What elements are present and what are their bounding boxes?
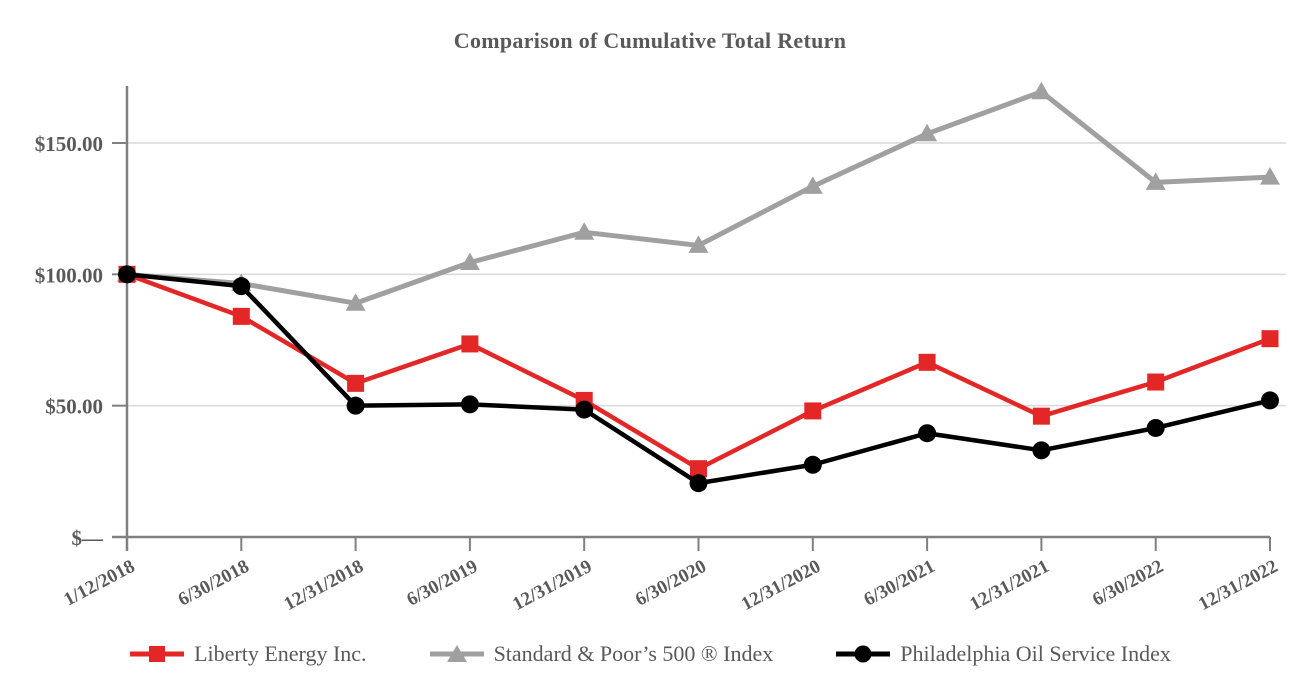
data-point-marker [1146,418,1165,437]
plot-area: $— $50.00 $100.00 $150.00 1/12/2018 6/30/2018… [35,81,1286,615]
data-point-marker [802,176,823,194]
data-point-marker [1260,167,1280,185]
data-point-marker [1145,172,1166,190]
data-point-marker [690,460,707,478]
data-point-marker [574,222,595,240]
data-point-marker [459,252,480,271]
data-point-marker [118,265,136,284]
chart-title: Comparison of Cumulative Total Return [453,28,847,53]
data-point-marker [232,277,251,296]
x-axis-label: 6/30/2019 [403,556,481,611]
legend-label: Philadelphia Oil Service Index [900,641,1171,666]
data-point-marker [1031,81,1052,100]
legend-marker-square-icon [130,646,185,662]
x-axis-label: 12/31/2020 [738,556,824,615]
series-line-2 [126,272,1271,486]
x-axis-label: 12/31/2022 [1195,556,1281,615]
y-axis-label: $— [72,526,105,550]
data-point-marker [460,395,479,414]
x-axis-label: 6/30/2020 [632,556,710,611]
data-point-marker [688,235,709,253]
data-point-marker [1032,407,1050,425]
x-axis-label: 6/30/2018 [175,556,253,611]
series-line-1 [126,89,1271,306]
legend: Liberty Energy Inc. Standard & Poor’s 500… [0,641,1300,667]
legend-marker-circle-icon [836,645,891,663]
data-point-marker [345,293,366,311]
y-axis-label: $100.00 [35,263,103,287]
legend-item: Liberty Energy Inc. [129,641,367,667]
data-point-marker [232,307,250,325]
x-axis-label: 6/30/2021 [861,556,939,611]
x-axis-label: 12/31/2021 [966,556,1052,615]
data-point-marker [575,400,594,419]
legend-label: Liberty Energy Inc. [194,641,367,666]
data-point-marker [918,353,936,371]
data-point-marker [1147,373,1165,391]
data-point-marker [917,123,938,142]
legend-marker-triangle-icon [429,645,484,662]
y-axis-label: $150.00 [35,132,103,156]
data-point-marker [918,424,937,443]
data-point-marker [461,335,479,353]
data-point-marker [1261,391,1279,410]
data-point-marker [346,396,365,415]
x-axis-label: 12/31/2019 [509,556,595,615]
legend-item: Standard & Poor’s 500 ® Index [429,641,774,667]
data-point-marker [804,402,822,420]
x-axis-label: 1/12/2018 [60,556,138,611]
data-point-marker [1261,330,1279,348]
x-axis-label: 12/31/2018 [281,556,367,615]
data-point-marker [689,474,708,493]
data-point-marker [1032,441,1051,460]
y-axis-label: $50.00 [45,395,103,419]
legend-label: Standard & Poor’s 500 ® Index [493,641,774,666]
data-point-marker [803,455,822,474]
legend-item: Philadelphia Oil Service Index [835,641,1171,667]
data-point-marker [347,374,365,392]
x-axis-label: 6/30/2022 [1089,556,1167,611]
